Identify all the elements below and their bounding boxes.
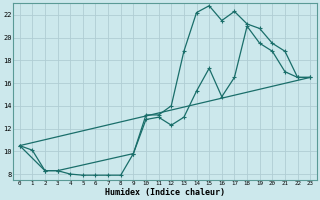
X-axis label: Humidex (Indice chaleur): Humidex (Indice chaleur) — [105, 188, 225, 197]
